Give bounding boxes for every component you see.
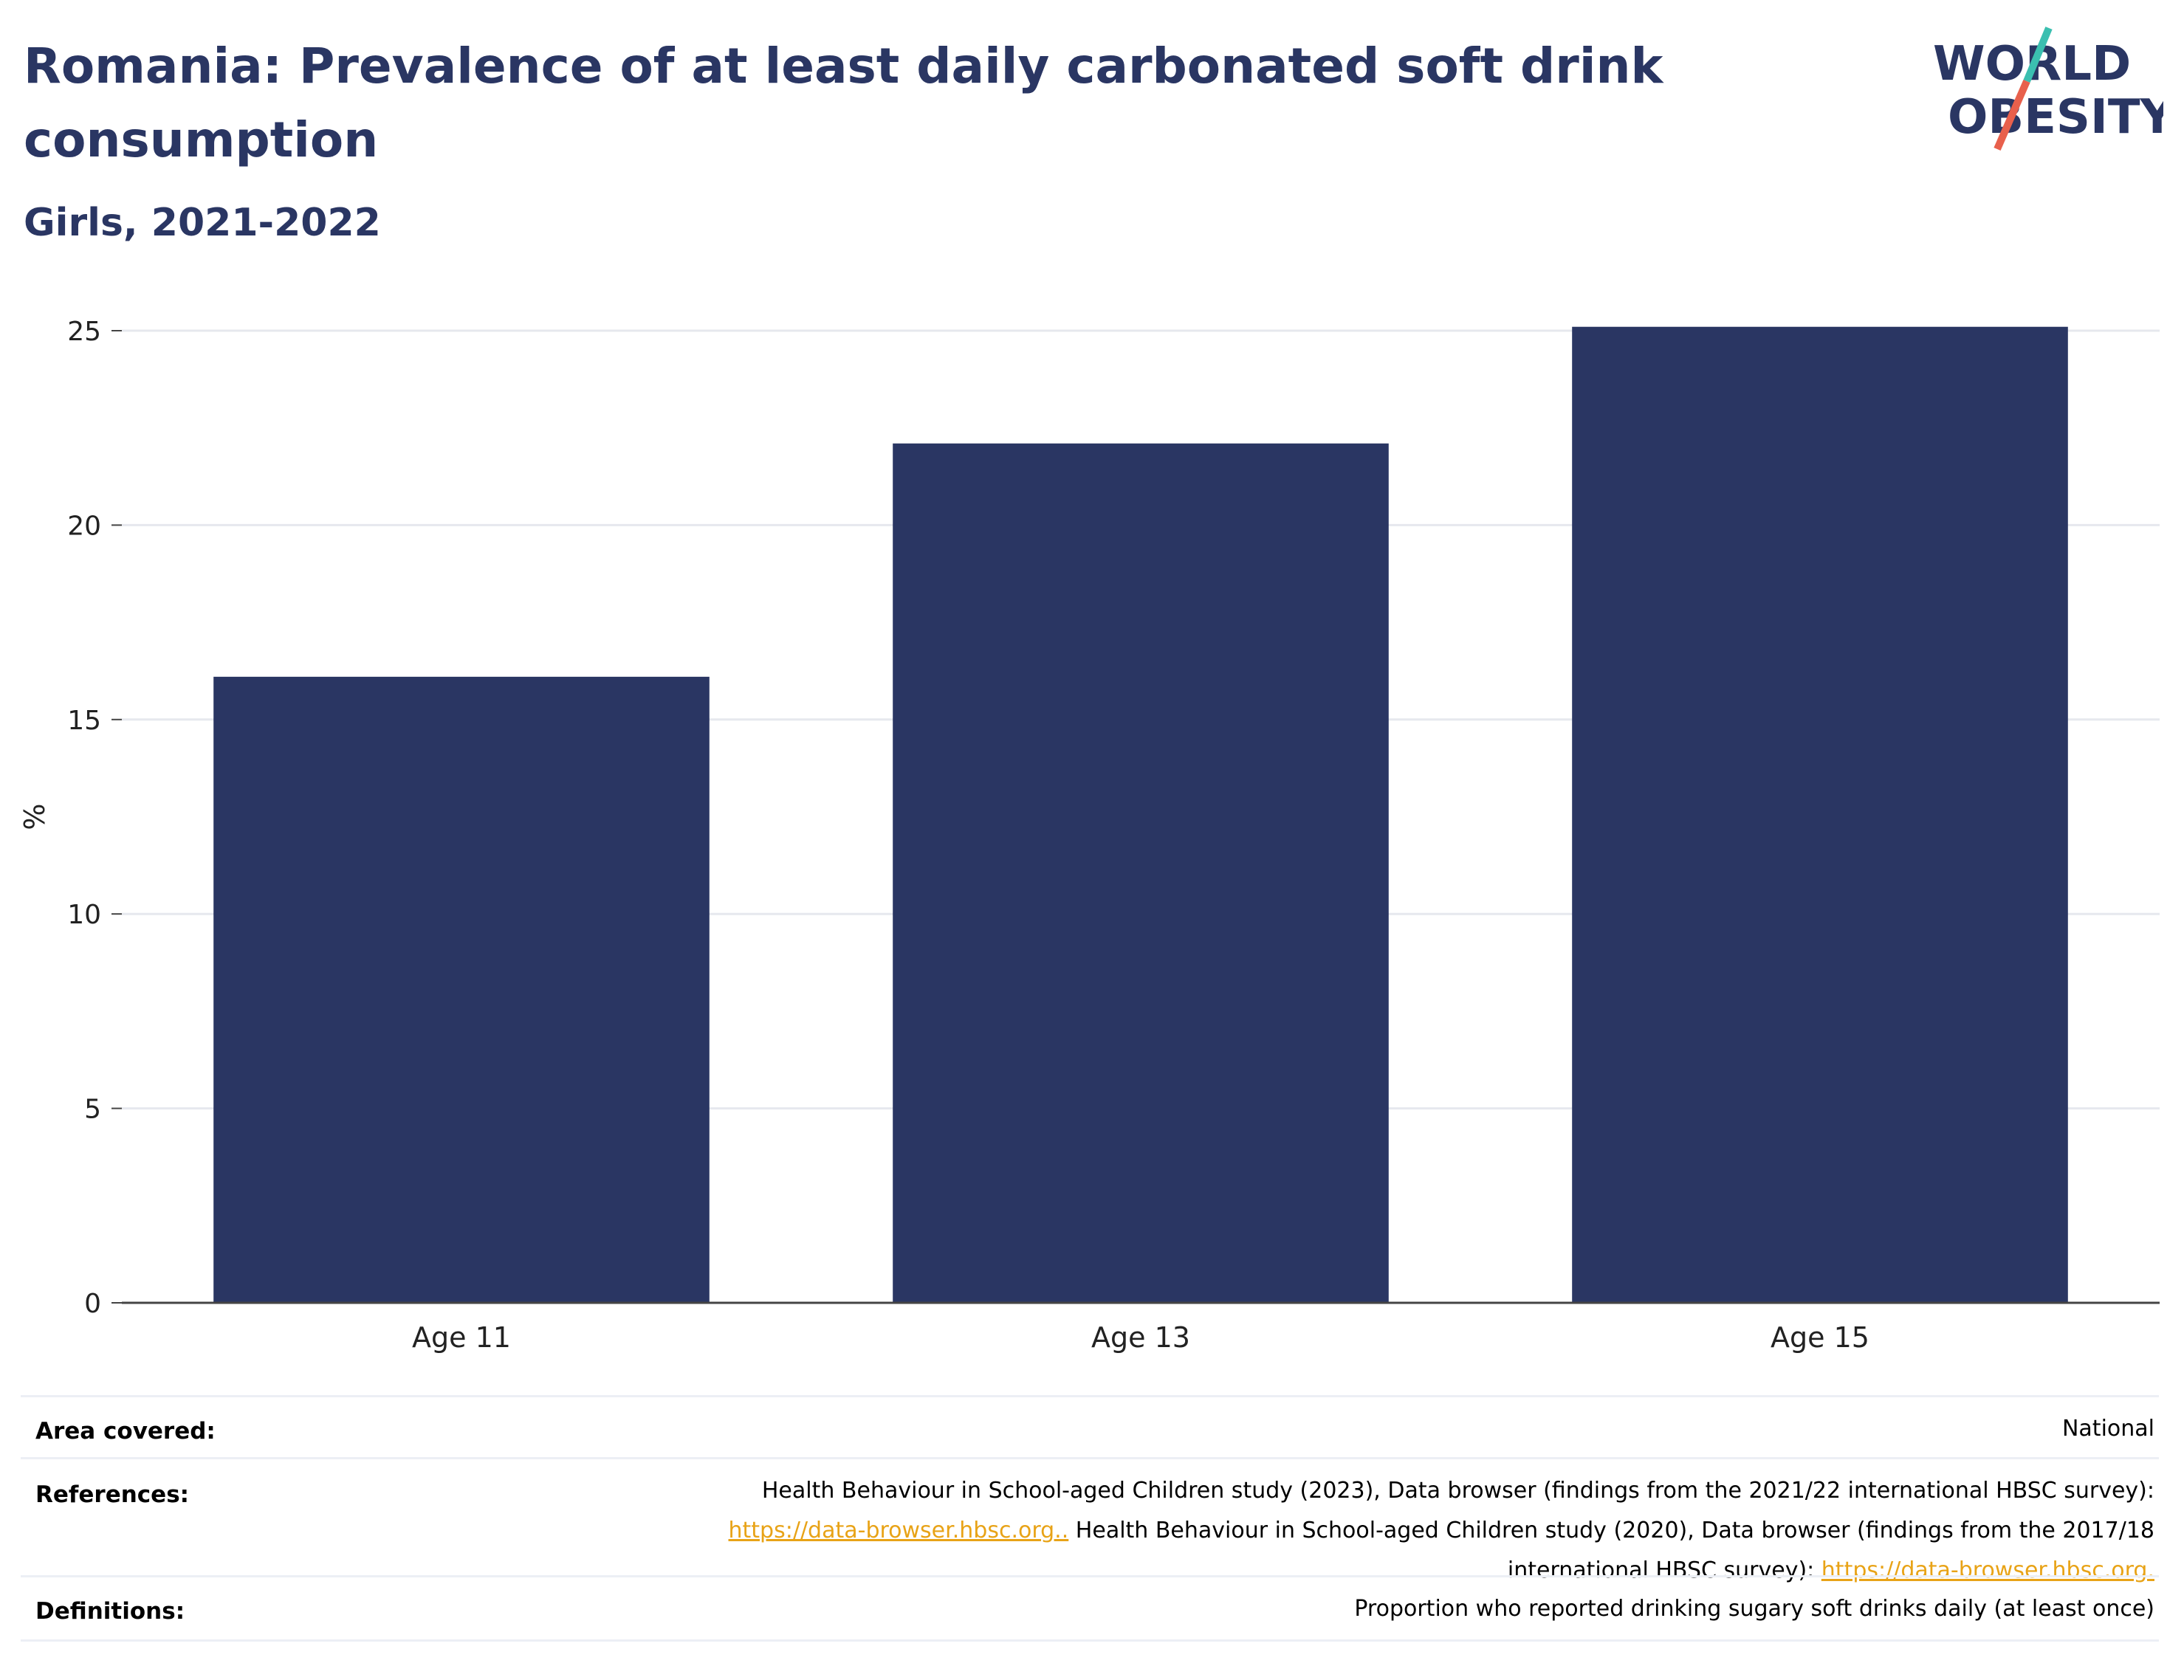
references-line2: Health Behaviour in School-aged Children… — [1068, 1518, 2154, 1543]
bars — [213, 326, 2068, 1304]
logo-line2: OBESITY — [1948, 90, 2163, 145]
logo-slash-top — [2023, 27, 2053, 83]
y-axis-label: % — [18, 803, 51, 830]
y-tick-label: 10 — [67, 900, 101, 930]
references-line3: international HBSC survey): — [1507, 1557, 1821, 1583]
references-value: Health Behaviour in School-aged Children… — [729, 1471, 2154, 1591]
y-tick-label: 0 — [84, 1289, 101, 1319]
definitions-label: Definitions: — [35, 1598, 185, 1625]
references-line1: Health Behaviour in School-aged Children… — [761, 1478, 2154, 1504]
y-tick-label: 20 — [67, 511, 101, 541]
y-tick-label: 25 — [67, 317, 101, 347]
definitions-value: Proportion who reported drinking sugary … — [1354, 1596, 2154, 1622]
world-obesity-logo: WORLD OBESITY — [1933, 27, 2163, 151]
bar-age-15 — [1572, 326, 2068, 1304]
reference-link-2[interactable]: https://data-browser.hbsc.org. — [1821, 1557, 2154, 1583]
reference-link-1[interactable]: https://data-browser.hbsc.org.. — [728, 1518, 1069, 1543]
references-label: References: — [35, 1481, 190, 1508]
bar-age-11 — [213, 676, 710, 1303]
page-subtitle: Girls, 2021-2022 — [24, 201, 381, 245]
bar-age-13 — [893, 443, 1389, 1303]
y-tick-label: 15 — [67, 706, 101, 736]
area-label: Area covered: — [35, 1418, 216, 1445]
x-tick-labels: Age 11 Age 13 Age 15 — [412, 1321, 1869, 1354]
meta-row-area: Area covered: National — [21, 1395, 2159, 1459]
y-tick-labels: 0 5 10 15 20 25 — [67, 317, 101, 1319]
area-value: National — [2061, 1416, 2154, 1442]
x-tick-label: Age 11 — [412, 1321, 511, 1354]
meta-row-definitions: Definitions: Proportion who reported dri… — [21, 1575, 2159, 1642]
bar-chart: 0 5 10 15 20 25 Age 11 Age 13 Age 15 % — [18, 317, 2160, 1354]
page-title: Romania: Prevalence of at least daily ca… — [24, 38, 1663, 168]
y-tick-label: 5 — [84, 1095, 101, 1125]
x-tick-label: Age 13 — [1091, 1321, 1190, 1354]
logo-slash-bottom — [1994, 80, 2030, 151]
meta-row-references: References: Health Behaviour in School-a… — [21, 1457, 2159, 1583]
x-tick-label: Age 15 — [1771, 1321, 1869, 1354]
